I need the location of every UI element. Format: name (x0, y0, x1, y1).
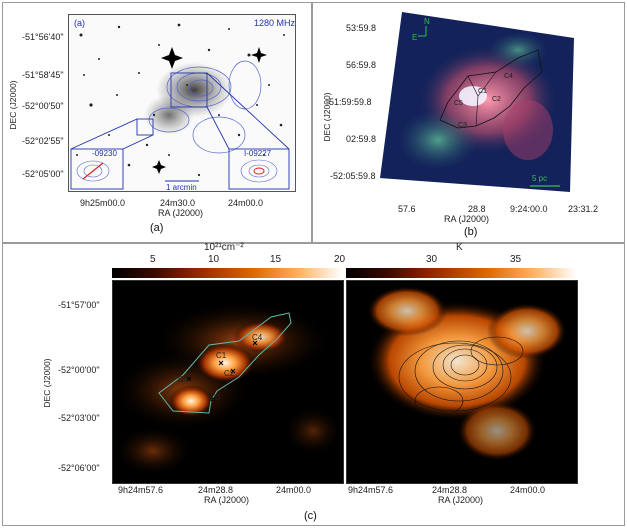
panel-c-left-cbar-unit: 10²¹cm⁻² (204, 242, 244, 253)
panel-c-left-cbar-tick-3: 15 (270, 254, 282, 265)
panel-c-left-cbar-tick-1: 5 (150, 254, 156, 265)
panel-b-clump-c1: C1 (478, 88, 487, 95)
panel-b-xlabel: RA (J2000) (444, 214, 490, 224)
panel-c-ytick-3: -52°03'00" (58, 413, 100, 423)
panel-c-ylabel: DEC (J2000) (42, 358, 52, 408)
panel-b-ytick-4: 02:59.8 (346, 134, 377, 144)
panel-a-ylabel: DEC (J2000) (8, 80, 18, 130)
panel-a-xtick-3: 24m00.0 (228, 198, 264, 208)
panel-a-corner-tag: (a) (74, 18, 85, 28)
panel-b-rgb-image (378, 10, 578, 192)
panel-a-inset-left-label: -09230 (92, 149, 117, 158)
panel-b-ytick-1: 53:59.8 (346, 23, 377, 33)
panel-c-right-map-graphic (367, 286, 567, 461)
panel-a-ytick-5: -52°05'00" (22, 169, 64, 179)
panel-b-ytick-3: -51:59:59.8 (326, 97, 372, 107)
panel-c-right-cbar-unit: K (456, 242, 463, 253)
panel-b-clump-c4: C4 (504, 73, 513, 80)
panel-a-frame (2, 2, 312, 243)
panel-b-ytick-2: 56:59.8 (346, 60, 377, 70)
panel-a-xtick-2: 24m30.0 (160, 198, 196, 208)
panel-c-right-cbar-tick-1: 30 (426, 254, 438, 265)
panel-b-label: (b) (464, 226, 478, 238)
panel-c-frame (2, 243, 625, 526)
panel-c-right-xtick-3: 24m00.0 (510, 485, 546, 495)
panel-c-right-xtick-2: 24m28.8 (432, 485, 468, 495)
panel-a-scale-label: 1 arcmin (166, 183, 197, 192)
panel-b-rgb-map (380, 12, 574, 192)
panel-a-freq-label: 1280 MHz (254, 18, 296, 28)
panel-c-right-xtick-1: 9h24m57.6 (348, 485, 394, 495)
panel-a-ytick-2: -51°58'45" (22, 70, 64, 80)
panel-c-left-clump-c5: C5 (178, 375, 189, 384)
panel-b-ytick-5: -52:05:59.8 (330, 171, 376, 181)
panel-b-clump-c3: C3 (458, 122, 467, 129)
panel-b-frame (312, 2, 625, 243)
panel-b-north: N (424, 17, 430, 26)
panel-c-right-colorbar (346, 268, 576, 278)
panel-a-radio-image (68, 14, 296, 192)
panel-b-clump-c2: C2 (492, 96, 501, 103)
panel-c-left-cbar-tick-4: 20 (334, 254, 346, 265)
panel-c-left-clump-c3: C3 (210, 393, 221, 402)
panel-a-xtick-1: 9h25m00.0 (80, 198, 126, 208)
panel-c-left-cbar-tick-2: 10 (208, 254, 220, 265)
panel-c-ytick-4: -52°06'00" (58, 463, 100, 473)
panel-a-ytick-1: -51°56'40" (22, 32, 64, 42)
panel-c-left-column-density-map (112, 280, 344, 484)
panel-c-ytick-2: -52°00'00" (58, 365, 100, 375)
panel-c-left-xtick-3: 24m00.0 (276, 485, 312, 495)
panel-a-ytick-4: -52°02'55" (22, 136, 64, 146)
panel-a-xlabel: RA (J2000) (158, 208, 204, 218)
panel-b-xtick-4: 23:31.2 (568, 204, 599, 214)
panel-c-ytick-1: -51°57'00" (58, 300, 100, 310)
panel-c-left-clump-c1: C1 (216, 351, 227, 360)
panel-c-left-xtick-1: 9h24m57.6 (118, 485, 164, 495)
panel-c-right-temperature-map (346, 280, 578, 484)
panel-a-inset-right-label: I-09227 (244, 149, 272, 158)
panel-b-xtick-2: 28.8 (468, 204, 486, 214)
panel-b-scale-label: 5 pc (532, 174, 548, 183)
panel-c-left-clump-c4: C4 (252, 333, 263, 342)
panel-c-right-cbar-tick-2: 35 (510, 254, 522, 265)
panel-c-left-map-graphic (113, 301, 343, 476)
panel-b-clump-c5: C5 (454, 100, 463, 107)
panel-b-ylabel: DEC (J2000) (322, 92, 332, 142)
panel-a-star-field (70, 23, 290, 190)
panel-b-east: E (412, 33, 418, 42)
panel-b-xtick-1: 57.6 (398, 204, 416, 214)
panel-c-left-xlabel: RA (J2000) (204, 495, 250, 505)
panel-c-left-clump-c2: C2 (224, 369, 235, 378)
panel-a-label: (a) (150, 222, 164, 234)
panel-c-left-colorbar (112, 268, 342, 278)
panel-c-label: (c) (304, 510, 317, 522)
panel-a-ytick-3: -52°00'50" (22, 101, 64, 111)
panel-b-xtick-3: 9:24:00.0 (510, 204, 548, 214)
panel-c-right-xlabel: RA (J2000) (438, 495, 484, 505)
panel-c-left-xtick-2: 24m28.8 (198, 485, 234, 495)
